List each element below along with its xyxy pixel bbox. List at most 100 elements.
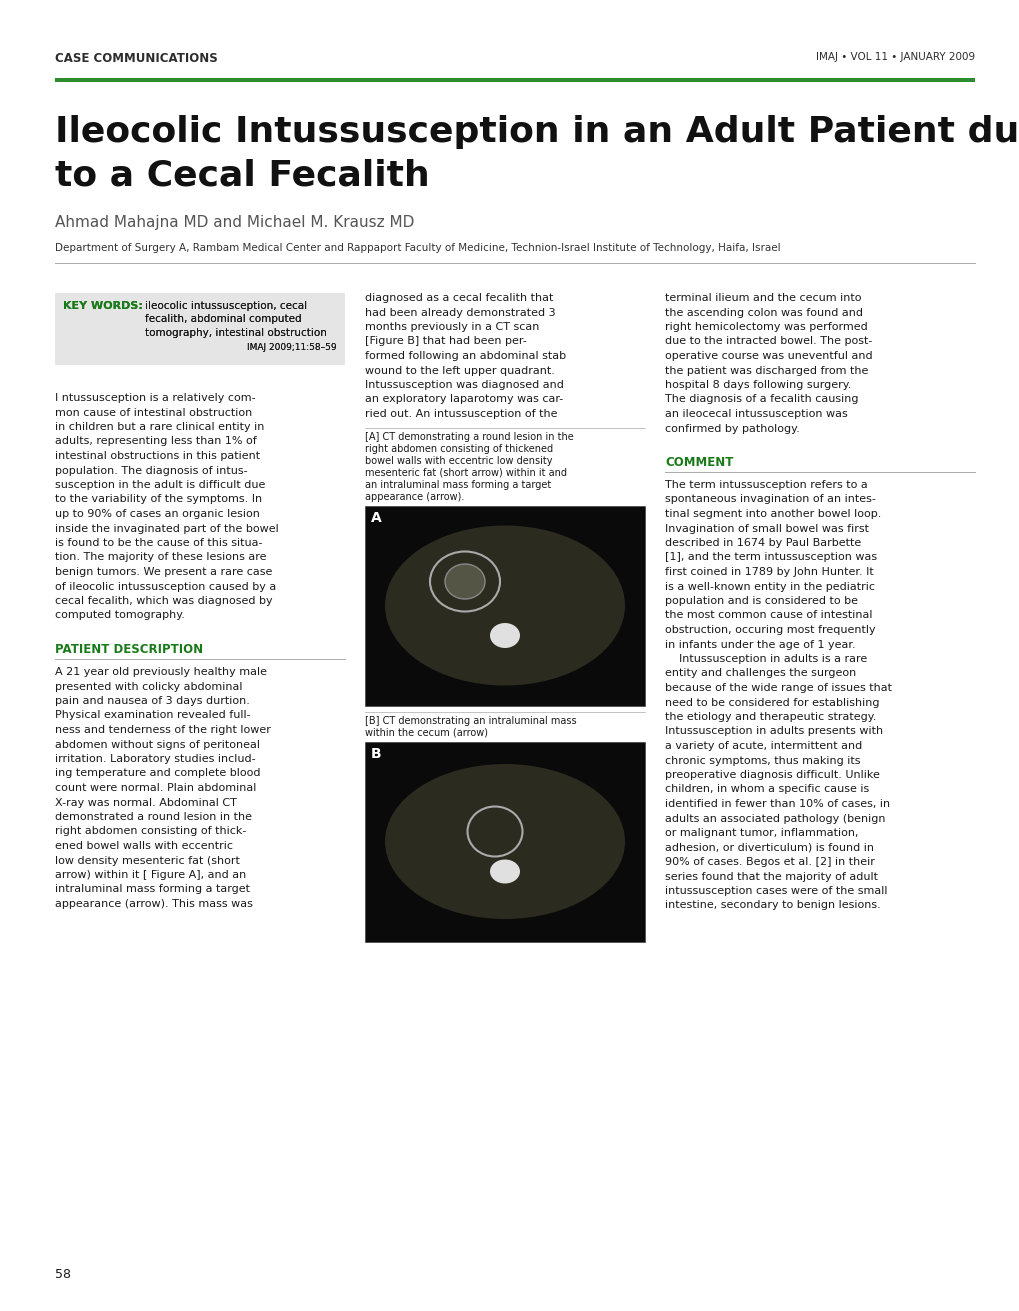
Text: an ileocecal intussusception was: an ileocecal intussusception was [664,409,847,420]
Text: spontaneous invagination of an intes-: spontaneous invagination of an intes- [664,494,875,505]
Text: presented with colicky abdominal: presented with colicky abdominal [55,682,243,691]
Text: up to 90% of cases an organic lesion: up to 90% of cases an organic lesion [55,509,260,519]
Text: mesenteric fat (short arrow) within it and: mesenteric fat (short arrow) within it a… [365,468,567,477]
Text: appearance (arrow). This mass was: appearance (arrow). This mass was [55,899,253,909]
Text: ileocolic intussusception, cecal: ileocolic intussusception, cecal [145,302,307,311]
Text: hospital 8 days following surgery.: hospital 8 days following surgery. [664,380,851,389]
Text: adults an associated pathology (benign: adults an associated pathology (benign [664,814,884,823]
Text: is a well-known entity in the pediatric: is a well-known entity in the pediatric [664,582,874,591]
Text: fecalith, abdominal computed: fecalith, abdominal computed [145,315,302,325]
Bar [55,292,344,364]
Text: of ileocolic intussusception caused by a: of ileocolic intussusception caused by a [55,582,276,591]
Text: tomography, intestinal obstruction: tomography, intestinal obstruction [145,328,326,338]
Text: within the cecum (arrow): within the cecum (arrow) [365,728,487,738]
Text: tinal segment into another bowel loop.: tinal segment into another bowel loop. [664,509,880,519]
Text: the etiology and therapeutic strategy.: the etiology and therapeutic strategy. [664,712,875,722]
Text: intraluminal mass forming a target: intraluminal mass forming a target [55,885,250,894]
Text: first coined in 1789 by John Hunter. It: first coined in 1789 by John Hunter. It [664,566,873,577]
Text: inside the invaginated part of the bowel: inside the invaginated part of the bowel [55,523,278,534]
Text: benign tumors. We present a rare case: benign tumors. We present a rare case [55,566,272,577]
Text: to a Cecal Fecalith: to a Cecal Fecalith [55,159,429,193]
Text: is found to be the cause of this situa-: is found to be the cause of this situa- [55,538,262,548]
Text: KEY WORDS:: KEY WORDS: [63,302,143,311]
Text: [A] CT demonstrating a round lesion in the: [A] CT demonstrating a round lesion in t… [365,431,574,442]
Text: months previously in a CT scan: months previously in a CT scan [365,323,539,332]
Text: in infants under the age of 1 year.: in infants under the age of 1 year. [664,640,855,649]
Ellipse shape [489,623,520,648]
Text: the most common cause of intestinal: the most common cause of intestinal [664,611,871,620]
Text: The diagnosis of a fecalith causing: The diagnosis of a fecalith causing [664,395,858,405]
Text: population. The diagnosis of intus-: population. The diagnosis of intus- [55,465,248,476]
Text: an exploratory laparotomy was car-: an exploratory laparotomy was car- [365,395,562,405]
Text: because of the wide range of issues that: because of the wide range of issues that [664,683,892,694]
Text: pain and nausea of 3 days durtion.: pain and nausea of 3 days durtion. [55,696,250,707]
Text: in children but a rare clinical entity in: in children but a rare clinical entity i… [55,422,264,433]
Text: formed following an abdominal stab: formed following an abdominal stab [365,351,566,361]
Text: susception in the adult is difficult due: susception in the adult is difficult due [55,480,265,490]
Text: [1], and the term intussusception was: [1], and the term intussusception was [664,552,876,562]
Text: Intussusception in adults presents with: Intussusception in adults presents with [664,726,882,737]
Text: or malignant tumor, inflammation,: or malignant tumor, inflammation, [664,829,858,838]
Text: bowel walls with eccentric low density: bowel walls with eccentric low density [365,455,552,465]
Text: to the variability of the symptoms. In: to the variability of the symptoms. In [55,494,262,505]
Text: demonstrated a round lesion in the: demonstrated a round lesion in the [55,812,252,822]
Ellipse shape [444,564,484,599]
Text: computed tomography.: computed tomography. [55,611,184,620]
Text: intussusception cases were of the small: intussusception cases were of the small [664,886,887,895]
Text: adults, representing less than 1% of: adults, representing less than 1% of [55,437,257,447]
Text: need to be considered for establishing: need to be considered for establishing [664,697,878,708]
Text: right abdomen consisting of thickened: right abdomen consisting of thickened [365,443,552,454]
Text: appearance (arrow).: appearance (arrow). [365,492,464,502]
Text: ing temperature and complete blood: ing temperature and complete blood [55,768,260,779]
Text: abdomen without signs of peritoneal: abdomen without signs of peritoneal [55,739,260,750]
Text: X-ray was normal. Abdominal CT: X-ray was normal. Abdominal CT [55,797,236,808]
Text: ileocolic intussusception, cecal: ileocolic intussusception, cecal [145,302,307,311]
Text: identified in fewer than 10% of cases, in: identified in fewer than 10% of cases, i… [664,798,890,809]
Text: Invagination of small bowel was first: Invagination of small bowel was first [664,523,868,534]
Text: diagnosed as a cecal fecalith that: diagnosed as a cecal fecalith that [365,292,553,303]
Text: KEY WORDS:: KEY WORDS: [63,302,143,311]
Text: an intraluminal mass forming a target: an intraluminal mass forming a target [365,480,550,489]
Text: low density mesenteric fat (short: low density mesenteric fat (short [55,856,239,865]
Bar [55,77,974,83]
Text: IMAJ • VOL 11 • JANUARY 2009: IMAJ • VOL 11 • JANUARY 2009 [815,52,974,62]
Text: right hemicolectomy was performed: right hemicolectomy was performed [664,323,867,332]
Text: operative course was uneventful and: operative course was uneventful and [664,351,872,361]
Text: Ahmad Mahajna MD and Michael M. Krausz MD: Ahmad Mahajna MD and Michael M. Krausz M… [55,215,414,229]
Text: intestinal obstructions in this patient: intestinal obstructions in this patient [55,451,260,461]
Text: Intussusception was diagnosed and: Intussusception was diagnosed and [365,380,564,389]
Text: Department of Surgery A, Rambam Medical Center and Rappaport Faculty of Medicine: Department of Surgery A, Rambam Medical … [55,243,780,253]
Text: PATIENT DESCRIPTION: PATIENT DESCRIPTION [55,642,203,656]
Text: A 21 year old previously healthy male: A 21 year old previously healthy male [55,667,267,676]
Text: ried out. An intussusception of the: ried out. An intussusception of the [365,409,557,420]
Text: mon cause of intestinal obstruction: mon cause of intestinal obstruction [55,408,252,417]
Text: fecalith, abdominal computed: fecalith, abdominal computed [145,315,302,325]
Text: cecal fecalith, which was diagnosed by: cecal fecalith, which was diagnosed by [55,597,272,606]
Text: count were normal. Plain abdominal: count were normal. Plain abdominal [55,783,256,793]
Text: described in 1674 by Paul Barbette: described in 1674 by Paul Barbette [664,538,860,548]
Text: Intussusception in adults is a rare: Intussusception in adults is a rare [664,654,866,663]
Text: entity and challenges the surgeon: entity and challenges the surgeon [664,669,855,679]
Ellipse shape [384,764,625,919]
Text: tion. The majority of these lesions are: tion. The majority of these lesions are [55,552,266,562]
Text: terminal ilieum and the cecum into: terminal ilieum and the cecum into [664,292,861,303]
Text: series found that the majority of adult: series found that the majority of adult [664,872,877,881]
Text: confirmed by pathology.: confirmed by pathology. [664,423,799,434]
Text: tomography, intestinal obstruction: tomography, intestinal obstruction [145,328,326,338]
Text: 58: 58 [55,1268,71,1281]
Text: ness and tenderness of the right lower: ness and tenderness of the right lower [55,725,271,735]
Text: IMAJ 2009;11:58–59: IMAJ 2009;11:58–59 [248,343,336,353]
Text: arrow) within it [ Figure A], and an: arrow) within it [ Figure A], and an [55,871,246,880]
Ellipse shape [489,860,520,884]
Text: a variety of acute, intermittent and: a variety of acute, intermittent and [664,741,861,751]
Text: B: B [371,747,381,762]
Text: population and is considered to be: population and is considered to be [664,597,857,606]
Text: CASE COMMUNICATIONS: CASE COMMUNICATIONS [55,52,217,66]
Text: adhesion, or diverticulum) is found in: adhesion, or diverticulum) is found in [664,843,873,852]
Bar [365,742,644,941]
Text: COMMENT: COMMENT [664,456,733,469]
Text: Ileocolic Intussusception in an Adult Patient due: Ileocolic Intussusception in an Adult Pa… [55,115,1019,149]
Bar [365,506,644,705]
Ellipse shape [384,526,625,686]
Text: [Figure B] that had been per-: [Figure B] that had been per- [365,337,526,346]
